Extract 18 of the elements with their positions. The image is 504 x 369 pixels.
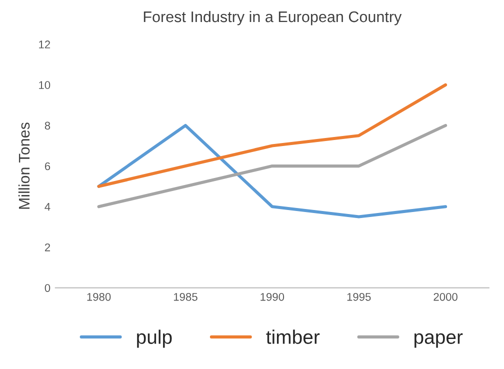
chart-title: Forest Industry in a European Country bbox=[144, 10, 402, 26]
x-tick-label: 1995 bbox=[347, 292, 371, 301]
y-tick-label: 8 bbox=[44, 122, 50, 130]
x-tick-label: 2000 bbox=[434, 292, 458, 301]
x-tick-label: 1980 bbox=[87, 292, 111, 301]
y-tick-label: 12 bbox=[39, 40, 50, 48]
legend-label: timber bbox=[266, 330, 320, 344]
y-tick-label: 2 bbox=[44, 243, 50, 252]
legend-label: paper bbox=[414, 333, 463, 348]
y-axis-title: Million Tones bbox=[18, 122, 30, 209]
x-tick-label: 1985 bbox=[174, 292, 198, 301]
line-series bbox=[97, 83, 448, 188]
y-tick-label: 6 bbox=[44, 162, 50, 170]
y-tick-label: 4 bbox=[44, 203, 50, 211]
x-tick-label: 1990 bbox=[260, 292, 284, 301]
y-tick-label: 10 bbox=[39, 81, 50, 90]
y-tick-label: 0 bbox=[44, 284, 50, 292]
legend-label: pulp bbox=[137, 330, 172, 348]
